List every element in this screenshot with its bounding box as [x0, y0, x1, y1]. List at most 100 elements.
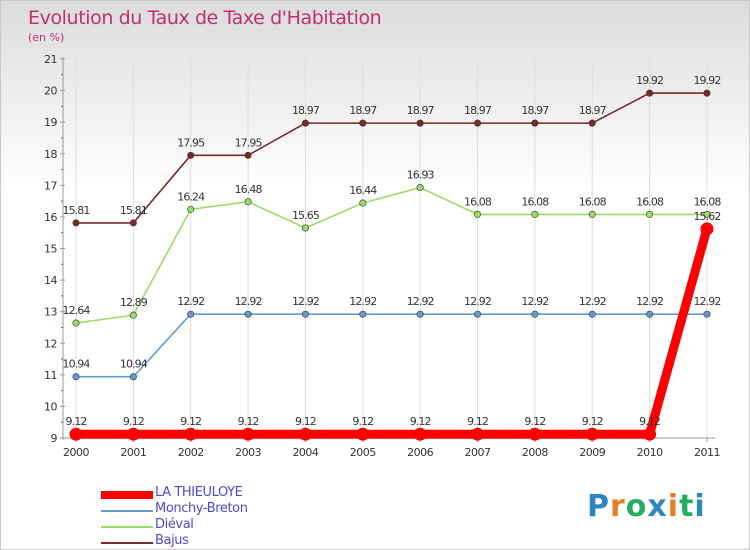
chart-title: Evolution du Taux de Taxe d'Habitation	[28, 7, 382, 29]
x-tick-label: 2005	[350, 446, 376, 459]
data-label: 12.92	[693, 295, 720, 308]
data-point	[301, 224, 309, 232]
data-label: 17.95	[235, 136, 263, 149]
data-point	[588, 310, 596, 318]
series-line	[76, 92, 707, 224]
data-label: 12.92	[464, 295, 491, 308]
data-point	[244, 310, 252, 318]
legend-item: Diéval	[101, 517, 361, 533]
y-tick-label: 19	[44, 116, 57, 129]
data-point	[72, 319, 80, 327]
x-tick-label: 2004	[292, 446, 318, 459]
x-tick-label: 2007	[465, 446, 491, 459]
legend-swatch	[101, 510, 153, 512]
data-point	[129, 219, 137, 227]
x-tick-label: 2008	[522, 446, 548, 459]
data-label: 15.65	[292, 209, 320, 222]
legend-swatch	[101, 526, 153, 528]
data-label: 18.97	[349, 104, 377, 117]
data-point	[413, 427, 427, 441]
chart-subtitle: (en %)	[28, 31, 65, 44]
data-label: 15.62	[693, 210, 720, 223]
data-point	[187, 310, 195, 318]
data-point	[187, 205, 195, 213]
y-tick-label: 11	[44, 369, 57, 382]
data-point	[643, 427, 657, 441]
data-label: 9.12	[410, 415, 431, 428]
data-point	[187, 151, 195, 159]
y-tick-label: 20	[44, 85, 57, 98]
data-point	[646, 210, 654, 218]
data-point	[531, 210, 539, 218]
legend-item: LA THIEULOYE	[101, 485, 361, 501]
data-point	[416, 184, 424, 192]
x-tick-label: 2009	[579, 446, 605, 459]
data-label: 16.08	[521, 195, 549, 208]
data-label: 17.95	[177, 136, 205, 149]
data-point	[646, 310, 654, 318]
data-label: 9.12	[123, 415, 144, 428]
data-label: 12.92	[349, 295, 376, 308]
y-tick-label: 15	[44, 243, 57, 256]
data-point	[703, 310, 711, 318]
logo-letter: t	[679, 489, 695, 524]
data-point	[359, 199, 367, 207]
data-label: 9.12	[524, 415, 545, 428]
data-label: 15.81	[63, 204, 90, 217]
data-point	[72, 373, 80, 381]
data-point	[359, 119, 367, 127]
data-label: 16.93	[407, 169, 435, 182]
data-point	[474, 310, 482, 318]
y-tick-label: 18	[44, 148, 57, 161]
data-label: 9.12	[639, 415, 660, 428]
data-label: 9.12	[66, 415, 87, 428]
data-label: 16.08	[464, 195, 492, 208]
logo-letter: i	[694, 489, 706, 524]
data-point	[474, 119, 482, 127]
proxiti-logo: Proxiti	[587, 489, 706, 524]
data-label: 10.94	[63, 358, 91, 371]
data-label: 12.92	[407, 295, 434, 308]
data-label: 16.08	[693, 195, 721, 208]
data-point	[241, 427, 255, 441]
data-point	[531, 119, 539, 127]
legend-item: Bajus	[101, 533, 361, 549]
data-point	[703, 89, 711, 97]
data-label: 18.97	[464, 104, 492, 117]
data-label: 18.97	[521, 104, 549, 117]
data-label: 18.97	[407, 104, 435, 117]
data-point	[588, 119, 596, 127]
legend-label: Diéval	[155, 517, 194, 532]
y-tick-label: 13	[44, 306, 57, 319]
data-point	[184, 427, 198, 441]
x-tick-label: 2003	[235, 446, 261, 459]
data-point	[298, 427, 312, 441]
y-tick-label: 21	[44, 53, 57, 66]
data-point	[359, 310, 367, 318]
series-line	[76, 313, 707, 378]
data-point	[703, 210, 711, 218]
data-label: 16.08	[636, 195, 664, 208]
legend-swatch	[101, 491, 153, 499]
data-label: 9.12	[180, 415, 201, 428]
data-label: 19.92	[693, 74, 720, 87]
series-line	[76, 227, 712, 439]
data-label: 9.12	[295, 415, 316, 428]
legend-label: Bajus	[155, 533, 189, 548]
data-label: 10.94	[120, 358, 148, 371]
legend-swatch	[101, 542, 153, 544]
data-point	[700, 222, 714, 236]
x-tick-label: 2011	[694, 446, 720, 459]
data-label: 12.92	[177, 295, 204, 308]
data-point	[301, 119, 309, 127]
series-line	[75, 186, 707, 324]
logo-letter: i	[667, 489, 680, 524]
data-label: 19.92	[636, 74, 663, 87]
data-label: 9.12	[352, 415, 373, 428]
data-point	[646, 89, 654, 97]
data-point	[356, 427, 370, 441]
legend-item: Monchy-Breton	[101, 501, 361, 517]
data-label: 18.97	[579, 104, 607, 117]
